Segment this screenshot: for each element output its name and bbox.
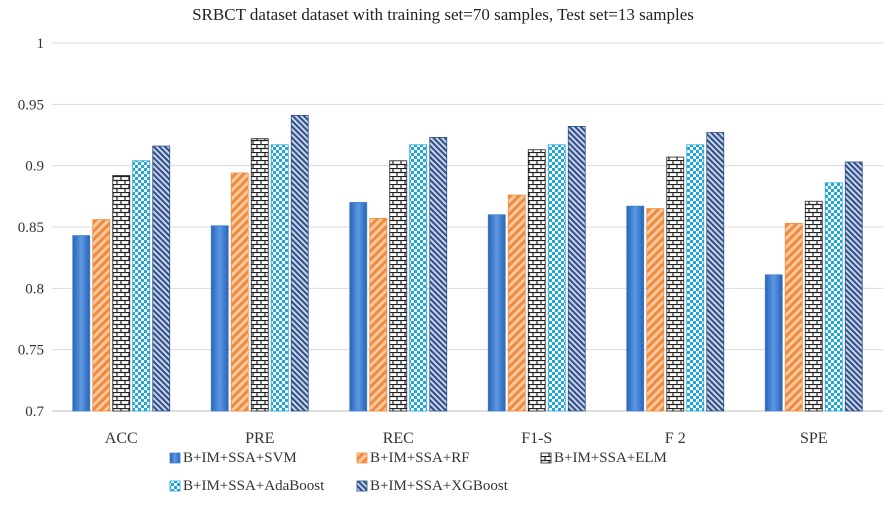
y-tick-label: 0.85 — [18, 220, 44, 236]
chart-title: SRBCT dataset dataset with training set=… — [192, 5, 694, 24]
bar — [626, 205, 645, 412]
bar — [92, 219, 111, 412]
bar — [666, 156, 685, 412]
bar — [844, 161, 863, 412]
bar — [804, 200, 823, 412]
bar — [706, 132, 725, 412]
x-category-label: ACC — [105, 430, 138, 447]
legend-swatch — [169, 480, 181, 492]
legend-swatch — [540, 452, 552, 464]
legend-swatch — [356, 452, 368, 464]
bar — [547, 144, 566, 412]
x-category-label: SPE — [800, 430, 828, 447]
category-labels: ACC PRE REC F1-S F 2 SPE — [105, 430, 828, 447]
y-tick-label: 0.8 — [25, 281, 44, 297]
bar — [290, 114, 309, 412]
bar — [250, 138, 269, 412]
bar — [784, 222, 803, 412]
bar — [764, 274, 783, 412]
legend-swatch — [356, 480, 368, 492]
legend-label: B+IM+SSA+XGBoost — [370, 478, 509, 494]
bar — [112, 175, 131, 412]
legend-label: B+IM+SSA+AdaBoost — [183, 478, 325, 494]
x-category-label: REC — [383, 430, 414, 447]
bar — [132, 160, 151, 412]
y-tick-label: 0.7 — [25, 404, 44, 420]
bar — [507, 194, 526, 412]
bar — [230, 172, 249, 412]
x-category-label: F1-S — [521, 430, 552, 447]
legend-label: B+IM+SSA+SVM — [183, 450, 297, 466]
bar — [270, 144, 289, 412]
grid-layer: 0.7 0.75 0.8 0.85 0.9 0.95 1 — [18, 36, 883, 420]
legend-label: B+IM+SSA+RF — [370, 450, 470, 466]
bar — [389, 160, 408, 412]
y-tick-label: 0.75 — [18, 343, 44, 359]
bar — [567, 126, 586, 412]
legend: B+IM+SSA+SVM B+IM+SSA+RF B+IM+SSA+ELM B+IM+… — [169, 450, 667, 494]
bar — [72, 235, 91, 412]
x-category-label: PRE — [245, 430, 274, 447]
bar — [487, 214, 506, 412]
bar — [686, 144, 705, 412]
bar — [429, 137, 448, 412]
y-tick-label: 1 — [37, 36, 45, 52]
bar-layer — [72, 114, 863, 412]
y-tick-label: 0.9 — [25, 159, 44, 175]
bar — [369, 218, 388, 412]
bar — [527, 149, 546, 412]
bar — [824, 182, 843, 412]
y-tick-label: 0.95 — [18, 97, 44, 113]
x-category-label: F 2 — [665, 430, 686, 447]
legend-label: B+IM+SSA+ELM — [554, 450, 667, 466]
bar — [152, 145, 171, 412]
bar — [349, 202, 368, 412]
bar — [210, 225, 229, 412]
bar — [409, 144, 428, 412]
bar — [646, 208, 665, 412]
legend-swatch — [169, 452, 181, 464]
